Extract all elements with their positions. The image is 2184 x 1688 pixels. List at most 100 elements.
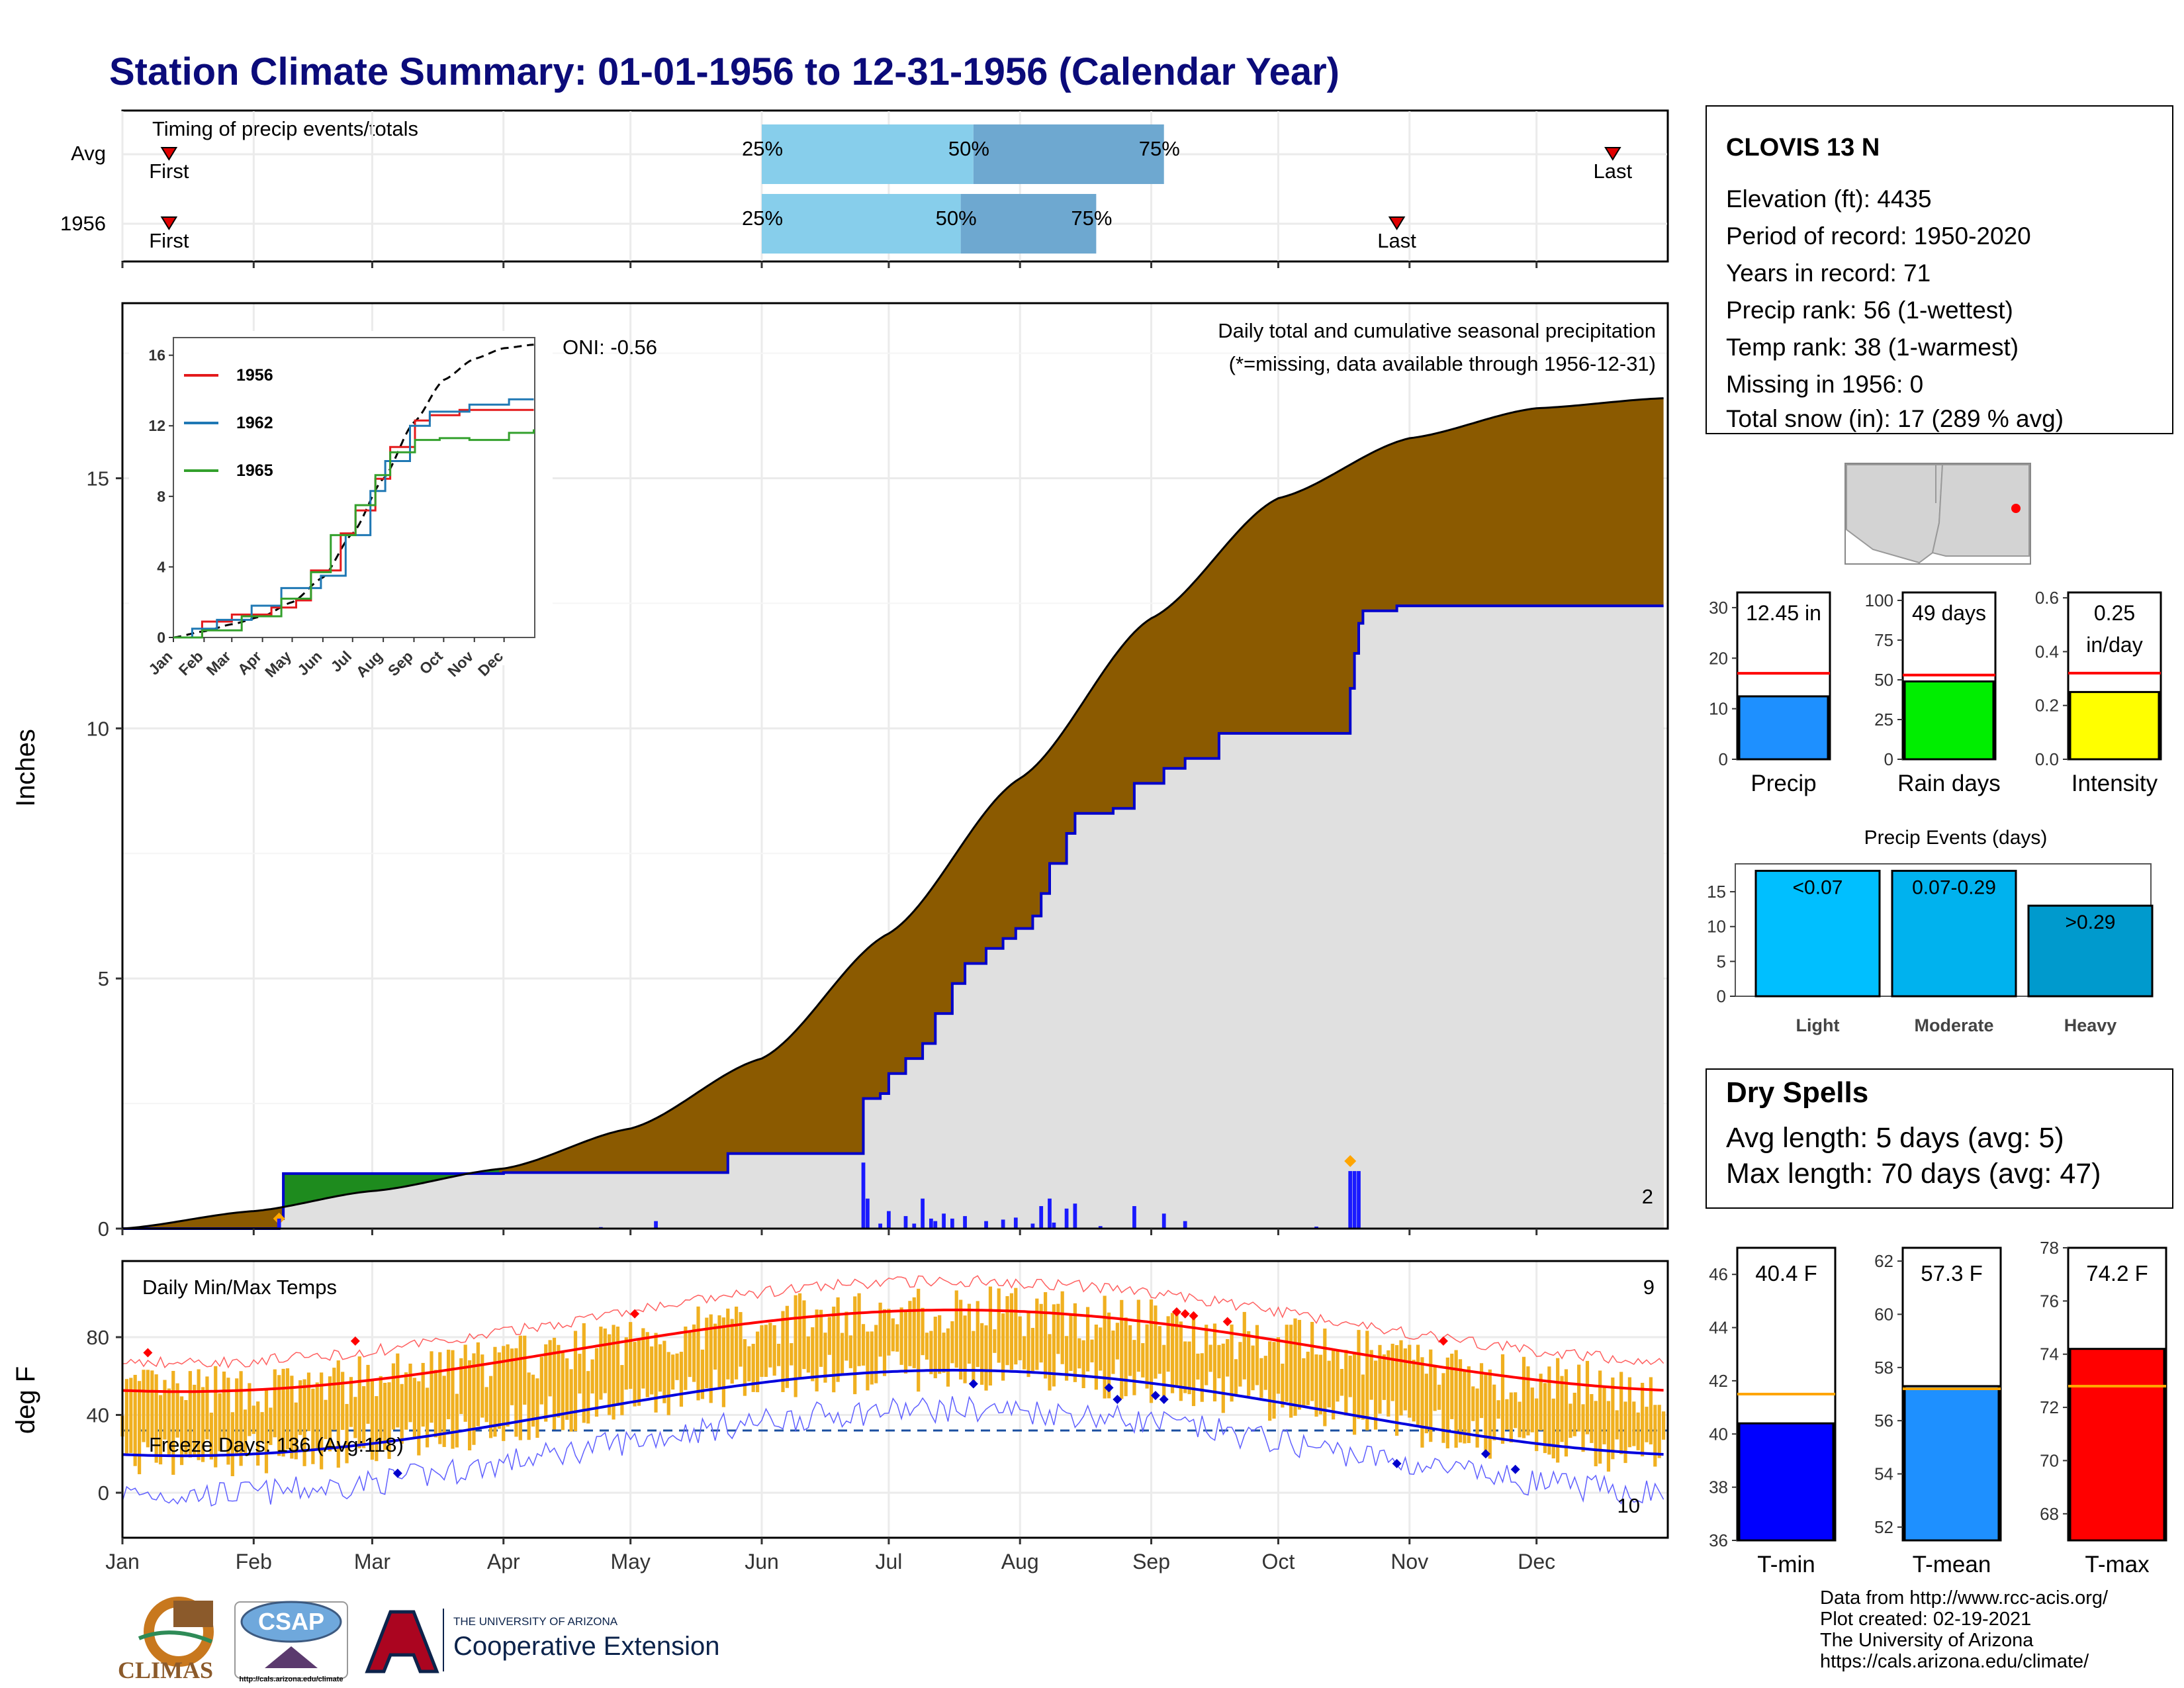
daily-temp-bar [290, 1376, 294, 1459]
daily-temp-bar [201, 1387, 205, 1462]
timing-row-label-1956: 1956 [60, 212, 106, 235]
daily-temp-bar [561, 1352, 565, 1430]
daily-temp-bar [1120, 1299, 1124, 1399]
daily-temp-bar [510, 1348, 514, 1405]
daily-temp-bar [912, 1297, 916, 1368]
daily-temp-bar [1458, 1359, 1463, 1443]
temp-panel-title: Daily Min/Max Temps [142, 1276, 337, 1299]
temp-summary-label: T-mean [1913, 1552, 1991, 1577]
daily-temp-bar [1539, 1374, 1543, 1430]
daily-precip-bar [1161, 1213, 1166, 1229]
daily-temp-bar [1488, 1369, 1492, 1459]
month-tick-label: Feb [236, 1550, 272, 1573]
daily-temp-bar [137, 1381, 142, 1475]
climas-logo-text: CLIMAS [118, 1657, 213, 1683]
inset-series-line-1962 [173, 398, 534, 639]
daily-temp-bar [1212, 1323, 1217, 1402]
daily-temp-bar [1551, 1398, 1555, 1459]
daily-temp-bar [1615, 1410, 1619, 1440]
daily-precip-bar [1073, 1203, 1077, 1229]
daily-temp-bar [179, 1396, 184, 1466]
daily-temp-bar [209, 1413, 213, 1460]
month-axis: Jan Feb Mar Apr May Jun Jul Aug Sep Oct Nov Dec [105, 1538, 1555, 1573]
daily-precip-bar [861, 1162, 866, 1229]
daily-temp-bar [366, 1364, 370, 1424]
daily-temp-bar [921, 1307, 925, 1356]
daily-temp-bar [679, 1352, 684, 1407]
daily-temp-bar [502, 1346, 506, 1441]
daily-temp-bar [1619, 1372, 1623, 1454]
inset-y-tick-label: 8 [157, 488, 165, 505]
daily-temp-bar [315, 1382, 319, 1450]
daily-precip-bar [1183, 1221, 1187, 1229]
daily-temp-bar [1522, 1356, 1526, 1438]
temp-summary-fill [1738, 1422, 1835, 1542]
daily-temp-bar [294, 1402, 298, 1460]
mini-bar-tick-label: 0.6 [2035, 588, 2059, 608]
daily-temp-bar [218, 1393, 222, 1452]
daily-temp-bar [946, 1328, 950, 1387]
daily-temp-bar [1585, 1360, 1590, 1434]
daily-temp-bars [120, 1286, 1666, 1477]
daily-temp-bar [1581, 1404, 1585, 1452]
daily-temp-bar [214, 1366, 218, 1468]
daily-temp-bar [1297, 1319, 1302, 1410]
daily-temp-bar [1191, 1315, 1196, 1407]
mini-bar-tick-label: 0.0 [2035, 749, 2059, 769]
daily-temp-bar [1208, 1344, 1212, 1372]
daily-temp-bar [1259, 1358, 1263, 1398]
daily-temp-bar [256, 1401, 260, 1466]
mini-bar-tick-label: 20 [1709, 648, 1728, 668]
daily-temp-bar [1514, 1392, 1518, 1429]
timing-title: Timing of precip events/totals [152, 117, 418, 140]
credit-line-url: https://cals.arizona.edu/climate/ [1820, 1651, 2089, 1672]
daily-temp-bar [578, 1354, 582, 1394]
daily-temp-bar [336, 1360, 340, 1468]
daily-temp-bar [1251, 1345, 1255, 1391]
daily-temp-bar [1039, 1303, 1043, 1363]
daily-temp-bar [1030, 1328, 1035, 1372]
mini-bar-tick-label: 30 [1709, 598, 1728, 618]
daily-temp-bar [167, 1388, 171, 1456]
inset-series-line-1956 [173, 408, 534, 639]
mini-bar-tick-label: 50 [1874, 670, 1893, 690]
record-high-marker [1222, 1317, 1232, 1327]
temp-summary-tick-label: 36 [1709, 1530, 1728, 1550]
inset-y-tick-label: 12 [148, 417, 165, 434]
daily-temp-bar [514, 1348, 518, 1437]
precip-events-chart: Precip Events (days) 0 5 10 15 <0.07 Light 0.0… [1707, 827, 2154, 1035]
daily-temp-bar [417, 1381, 421, 1456]
daily-temp-bar [1479, 1363, 1484, 1419]
daily-temp-bar [306, 1372, 311, 1431]
precip-frame [121, 302, 1669, 1230]
daily-temp-bar [662, 1340, 666, 1403]
daily-temp-bar [899, 1307, 903, 1365]
missing-marker [1344, 1154, 1357, 1167]
daily-temp-bar [497, 1352, 501, 1429]
temp-summary-tick-label: 38 [1709, 1477, 1728, 1497]
temp-summary-tick-label: 42 [1709, 1371, 1728, 1391]
daily-precip-bar [912, 1223, 917, 1229]
daily-temp-bar [472, 1353, 476, 1445]
avg-min-line [122, 1368, 1664, 1458]
daily-precip-bar [950, 1218, 954, 1229]
daily-temp-bar [1373, 1360, 1378, 1430]
daily-temp-bar [895, 1324, 899, 1352]
mini-bar-tick-label: 0 [1884, 749, 1893, 769]
mini-bar-value-unit: in/day [2086, 633, 2142, 657]
daily-temp-bar [1484, 1374, 1488, 1456]
timing-label-25: 25% [742, 207, 783, 230]
daily-temp-bar [709, 1314, 713, 1403]
daily-temp-bar [1026, 1312, 1030, 1378]
daily-temp-bar [717, 1315, 721, 1388]
daily-temp-bar [658, 1344, 662, 1392]
record-low-marker [1480, 1449, 1490, 1459]
daily-temp-bar [455, 1393, 459, 1448]
daily-temp-bar [243, 1409, 248, 1455]
daily-temp-bar [1641, 1382, 1645, 1457]
daily-temp-bar [129, 1378, 133, 1454]
daily-temp-bar [328, 1376, 332, 1452]
daily-temp-bar [1332, 1349, 1336, 1420]
csap-url: http://cals.arizona.edu/climate [239, 1675, 343, 1683]
daily-temp-bar [184, 1400, 188, 1455]
